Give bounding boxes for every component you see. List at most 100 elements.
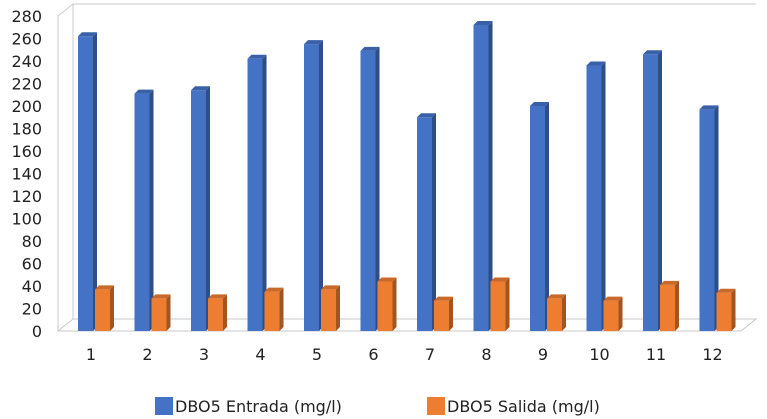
side-wall-top-edge [57, 3, 74, 17]
bar-side-face [392, 277, 397, 331]
bar-front-face [151, 298, 167, 331]
y-axis-ticks: 0 20 40 60 80 100 120 140 160 180 200 220 240 260 280 [11, 7, 42, 341]
bar [95, 285, 114, 331]
bar-side-face [658, 50, 662, 331]
x-tick-label: 5 [312, 345, 322, 364]
bar [643, 50, 662, 331]
bar-front-face [95, 289, 110, 331]
y-tick-label: 0 [32, 322, 42, 341]
bar-front-face [321, 289, 336, 331]
bar-side-face [505, 277, 510, 331]
x-tick-label: 9 [538, 345, 548, 364]
x-axis-ticks: 1 2 3 4 5 6 7 8 9 10 11 12 [86, 345, 723, 364]
bar [473, 21, 493, 331]
x-tick-label: 4 [255, 345, 265, 364]
bar [377, 277, 397, 331]
legend-label: DBO5 Salida (mg/l) [447, 397, 600, 416]
bar [134, 89, 154, 331]
bar-top-face [95, 285, 114, 290]
y-tick-label: 80 [22, 232, 42, 251]
legend-item: DBO5 Salida (mg/l) [427, 397, 600, 416]
bar-top-face [603, 296, 623, 301]
bar [699, 105, 719, 331]
bars-group [78, 21, 736, 331]
y-tick-label: 120 [11, 187, 42, 206]
bar-side-face [110, 285, 114, 331]
bar [660, 280, 679, 331]
bar [603, 296, 623, 331]
bar-top-face [473, 21, 493, 25]
bar-top-face [530, 102, 549, 106]
bar-side-face [714, 105, 719, 331]
bar-front-face [547, 298, 562, 331]
bar [247, 54, 267, 331]
legend-item: DBO5 Entrada (mg/l) [155, 397, 342, 416]
bar-side-face [166, 294, 171, 331]
bar-top-face [264, 287, 284, 292]
bar-top-face [208, 294, 227, 299]
bar-top-face [490, 277, 510, 282]
bar [191, 86, 210, 331]
bar-front-face [134, 93, 150, 331]
bar [417, 113, 436, 331]
x-tick-label: 8 [481, 345, 491, 364]
y-tick-label: 180 [11, 120, 42, 139]
x-tick-label: 7 [425, 345, 435, 364]
bar-top-face [660, 280, 679, 285]
bar [490, 277, 510, 331]
bar-top-face [151, 294, 171, 299]
x-tick-label: 10 [589, 345, 609, 364]
bar [586, 61, 606, 331]
bar [151, 294, 171, 331]
bar-side-face [149, 89, 154, 331]
bar-top-face [699, 105, 719, 110]
bar-front-face [417, 117, 432, 331]
bar-front-face [530, 106, 545, 331]
bar-top-face [417, 113, 436, 118]
bar-front-face [473, 25, 489, 331]
bar-side-face [262, 54, 267, 331]
bar-front-face [360, 50, 376, 331]
bar [716, 288, 736, 331]
y-tick-label: 20 [22, 300, 42, 319]
x-tick-label: 11 [646, 345, 666, 364]
bar-side-face [279, 287, 284, 331]
bar-top-face [78, 32, 97, 37]
chart-floor [56, 318, 758, 332]
bar-top-face [304, 40, 323, 45]
chart-walls [56, 3, 758, 332]
bar-side-face [206, 86, 210, 331]
y-tick-label: 140 [11, 165, 42, 184]
bar-front-face [490, 281, 506, 331]
y-tick-label: 160 [11, 142, 42, 161]
bar-top-face [360, 46, 380, 51]
bar [434, 296, 453, 331]
bar-top-face [716, 288, 736, 293]
bar-side-face [375, 46, 380, 331]
bar-top-face [434, 296, 453, 301]
bar-side-face [601, 61, 606, 331]
x-tick-label: 6 [368, 345, 378, 364]
bar-top-face [377, 277, 397, 282]
bar-top-face [643, 50, 662, 55]
bar-top-face [134, 89, 154, 94]
bar-side-face [336, 285, 340, 331]
bar [264, 287, 284, 331]
bar-top-face [247, 54, 267, 59]
bar [547, 294, 566, 331]
bar-side-face [675, 280, 679, 331]
legend-swatch [155, 397, 173, 415]
bar-front-face [434, 300, 449, 331]
bar [78, 32, 97, 331]
bar-side-face [449, 296, 453, 331]
y-tick-label: 200 [11, 97, 42, 116]
x-tick-label: 3 [199, 345, 209, 364]
bar-side-face [618, 296, 623, 331]
bar-front-face [603, 300, 619, 331]
legend-label: DBO5 Entrada (mg/l) [175, 397, 342, 416]
bar-side-face [223, 294, 227, 331]
bar-front-face [191, 90, 206, 331]
bar-front-face [586, 65, 602, 331]
